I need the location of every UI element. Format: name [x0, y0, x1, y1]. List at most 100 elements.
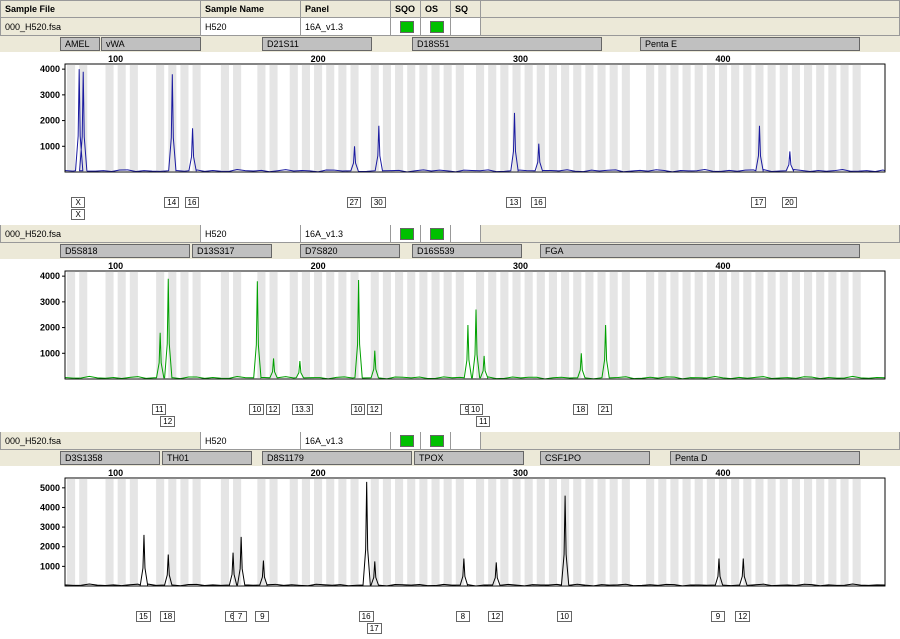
panel-value: 16A_v1.3	[301, 18, 391, 35]
svg-text:1000: 1000	[40, 348, 60, 358]
allele-call[interactable]: 17	[367, 623, 382, 634]
panel-black: 000_H520.fsaH52016A_v1.3D3S1358TH01 D8S11…	[0, 432, 900, 635]
chart-svg: 1002003004001000200030004000	[5, 259, 895, 389]
svg-text:1000: 1000	[40, 561, 60, 571]
svg-text:200: 200	[311, 54, 326, 64]
marker-d18s51[interactable]: D18S51	[412, 37, 602, 51]
panel-value: 16A_v1.3	[301, 432, 391, 449]
allele-call[interactable]: 18	[573, 404, 588, 415]
allele-call[interactable]: 12	[367, 404, 382, 415]
allele-call[interactable]: 8	[456, 611, 470, 622]
allele-call[interactable]: 12	[160, 416, 175, 427]
svg-text:2000: 2000	[40, 542, 60, 552]
col-os: OS	[421, 1, 451, 17]
allele-call[interactable]: 9	[711, 611, 725, 622]
allele-call[interactable]: 16	[185, 197, 200, 208]
marker-fga[interactable]: FGA	[540, 244, 860, 258]
info-row: 000_H520.fsaH52016A_v1.3	[0, 432, 900, 450]
marker-d8s1179[interactable]: D8S1179	[262, 451, 412, 465]
sample-name-value: H520	[201, 18, 301, 35]
chart-svg: 10020030040010002000300040005000	[5, 466, 895, 596]
allele-call[interactable]: 17	[751, 197, 766, 208]
allele-call[interactable]: 18	[160, 611, 175, 622]
col-sq: SQ	[451, 1, 481, 17]
marker-row: AMELvWA D21S11 D18S51 Penta E	[0, 36, 900, 52]
allele-call[interactable]: 13.3	[292, 404, 314, 415]
electropherogram-chart: 10020030040010002000300040005000	[0, 466, 900, 611]
allele-call[interactable]: 20	[782, 197, 797, 208]
marker-d5s818[interactable]: D5S818	[60, 244, 190, 258]
svg-text:300: 300	[513, 468, 528, 478]
svg-text:1000: 1000	[40, 141, 60, 151]
status-indicator-icon	[400, 228, 414, 240]
marker-d3s1358[interactable]: D3S1358	[60, 451, 160, 465]
allele-call[interactable]: 21	[598, 404, 613, 415]
marker-amel[interactable]: AMEL	[60, 37, 100, 51]
allele-call[interactable]: 10	[557, 611, 572, 622]
marker-csf1po[interactable]: CSF1PO	[540, 451, 650, 465]
svg-text:5000: 5000	[40, 483, 60, 493]
allele-call[interactable]: 11	[152, 404, 166, 415]
chart-svg: 1002003004001000200030004000	[5, 52, 895, 182]
sample-file-value: 000_H520.fsa	[1, 432, 201, 449]
marker-tpox[interactable]: TPOX	[414, 451, 524, 465]
allele-call[interactable]: 10	[249, 404, 264, 415]
svg-text:200: 200	[311, 468, 326, 478]
allele-call[interactable]: X	[71, 197, 85, 208]
allele-call[interactable]: X	[71, 209, 85, 220]
status-indicator-icon	[400, 21, 414, 33]
allele-call[interactable]: 12	[735, 611, 750, 622]
status-indicator-icon	[430, 21, 444, 33]
marker-penta d[interactable]: Penta D	[670, 451, 860, 465]
sqo-status	[391, 225, 421, 242]
allele-call-row: 1518679161781210912	[0, 611, 900, 635]
allele-call[interactable]: 11	[476, 416, 490, 427]
svg-text:3000: 3000	[40, 297, 60, 307]
allele-call[interactable]: 7	[233, 611, 247, 622]
os-status	[421, 18, 451, 35]
os-status	[421, 432, 451, 449]
marker-d16s539[interactable]: D16S539	[412, 244, 522, 258]
electropherogram-chart: 1002003004001000200030004000	[0, 52, 900, 197]
allele-call-row: XX 14 16 27 30 13 16 17 20	[0, 197, 900, 221]
allele-call[interactable]: 12	[266, 404, 281, 415]
svg-text:2000: 2000	[40, 116, 60, 126]
panel-blue: 000_H520.fsaH52016A_v1.3 AMELvWA D21S11 D18…	[0, 18, 900, 221]
marker-vwa[interactable]: vWA	[101, 37, 201, 51]
marker-row: D3S1358TH01 D8S1179TPOX CSF1PO Penta D	[0, 450, 900, 466]
allele-call[interactable]: 27	[347, 197, 362, 208]
col-panel: Panel	[301, 1, 391, 17]
sample-name-value: H520	[201, 225, 301, 242]
allele-call[interactable]: 14	[164, 197, 179, 208]
sqo-status	[391, 18, 421, 35]
allele-call-row: 1112101213.31012910111821	[0, 404, 900, 428]
os-status	[421, 225, 451, 242]
sq-status	[451, 225, 481, 242]
col-sample-name: Sample Name	[201, 1, 301, 17]
panel-green: 000_H520.fsaH52016A_v1.3D5S818D13S317D7S…	[0, 225, 900, 428]
sample-file-value: 000_H520.fsa	[1, 18, 201, 35]
allele-call[interactable]: 9	[255, 611, 269, 622]
info-spacer	[481, 18, 899, 35]
allele-call[interactable]: 16	[531, 197, 546, 208]
allele-call[interactable]: 16	[359, 611, 374, 622]
allele-call[interactable]: 15	[136, 611, 151, 622]
svg-text:3000: 3000	[40, 522, 60, 532]
marker-th01[interactable]: TH01	[162, 451, 252, 465]
svg-text:3000: 3000	[40, 90, 60, 100]
marker-penta e[interactable]: Penta E	[640, 37, 860, 51]
svg-text:100: 100	[108, 468, 123, 478]
header-row: Sample File Sample Name Panel SQO OS SQ	[0, 0, 900, 18]
svg-text:2000: 2000	[40, 323, 60, 333]
marker-d7s820[interactable]: D7S820	[300, 244, 400, 258]
marker-d21s11[interactable]: D21S11	[262, 37, 372, 51]
svg-text:4000: 4000	[40, 64, 60, 74]
allele-call[interactable]: 10	[351, 404, 366, 415]
marker-d13s317[interactable]: D13S317	[192, 244, 272, 258]
allele-call[interactable]: 10	[468, 404, 483, 415]
allele-call[interactable]: 13	[506, 197, 521, 208]
allele-call[interactable]: 30	[371, 197, 386, 208]
marker-row: D5S818D13S317 D7S820 D16S539 FGA	[0, 243, 900, 259]
allele-call[interactable]: 12	[488, 611, 503, 622]
status-indicator-icon	[430, 228, 444, 240]
